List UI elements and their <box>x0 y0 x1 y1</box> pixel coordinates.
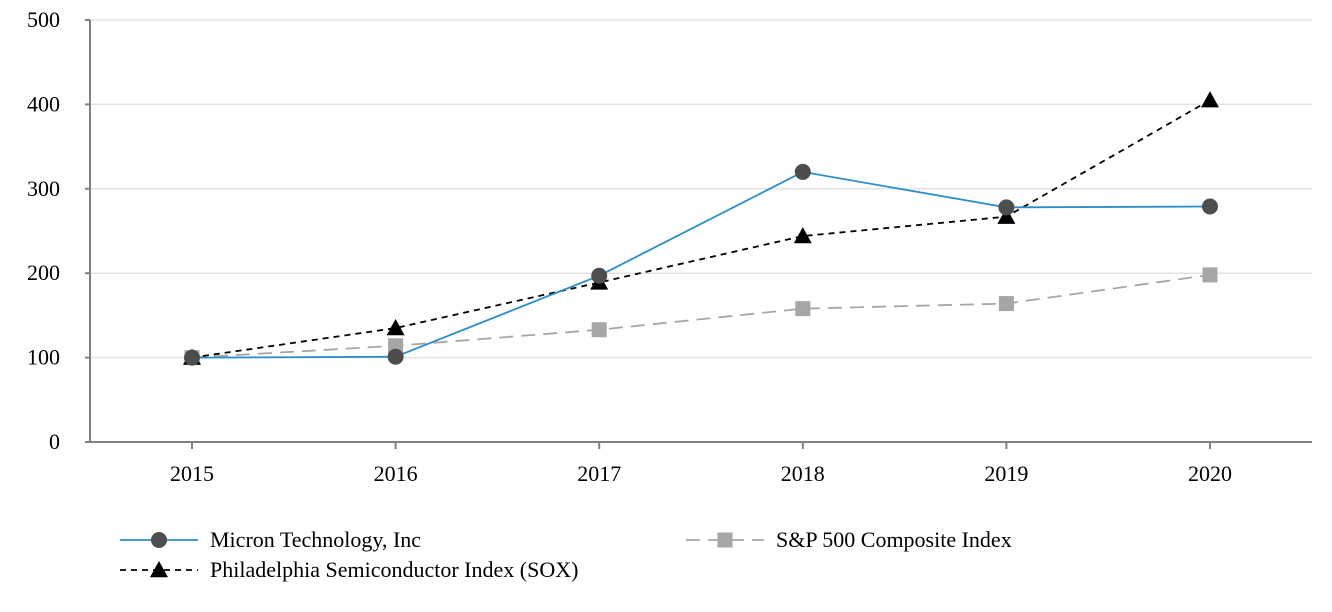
y-tick-label: 400 <box>27 91 60 116</box>
legend-marker-square <box>717 532 733 548</box>
data-point-square <box>388 338 404 354</box>
legend-item: S&P 500 Composite Index <box>686 527 1012 552</box>
legend-item: Micron Technology, Inc <box>120 527 421 552</box>
x-tick-label: 2017 <box>577 461 621 486</box>
axes <box>85 19 1312 449</box>
data-point-square <box>1202 267 1218 283</box>
data-point-circle <box>1202 198 1218 215</box>
series-square-group <box>184 267 1218 366</box>
legend-label: S&P 500 Composite Index <box>776 527 1012 552</box>
data-point-triangle <box>793 227 812 244</box>
x-tick-label: 2018 <box>781 461 825 486</box>
grid-lines <box>90 19 1312 359</box>
data-point-triangle <box>1201 91 1219 108</box>
legend-marker-triangle <box>150 561 168 578</box>
data-point-square <box>795 301 811 317</box>
x-tick-labels: 2015 2016 2017 2018 2019 2020 <box>170 461 1232 486</box>
series-circle-group <box>184 163 1218 366</box>
data-point-circle <box>794 163 811 180</box>
series-triangle-group <box>183 91 1219 365</box>
series-line <box>191 99 1211 359</box>
legend-item: Philadelphia Semiconductor Index (SOX) <box>120 557 578 582</box>
data-point-square <box>998 296 1014 312</box>
x-tick-label: 2016 <box>374 461 418 486</box>
data-point-triangle <box>386 319 405 336</box>
data-point-circle <box>998 199 1015 216</box>
x-tick-label: 2015 <box>170 461 214 486</box>
y-tick-label: 0 <box>49 429 60 454</box>
legend-label: Philadelphia Semiconductor Index (SOX) <box>210 557 578 582</box>
legend-label: Micron Technology, Inc <box>210 527 421 552</box>
data-point-circle <box>184 349 200 366</box>
y-tick-label: 500 <box>27 7 60 32</box>
y-tick-label: 300 <box>27 176 60 201</box>
y-tick-label: 100 <box>27 345 60 370</box>
series-line <box>191 170 1211 359</box>
legend: Micron Technology, Inc S&P 500 Composite … <box>120 527 1012 582</box>
data-point-circle <box>387 348 404 365</box>
y-tick-label: 200 <box>27 260 60 285</box>
series-line <box>191 273 1211 359</box>
x-tick-label: 2019 <box>984 461 1028 486</box>
data-point-square <box>591 322 607 338</box>
data-point-triangle <box>997 207 1016 224</box>
x-tick-label: 2020 <box>1188 461 1232 486</box>
legend-marker-circle <box>151 532 167 548</box>
series <box>183 91 1219 366</box>
y-tick-labels: 0 100 200 300 400 500 <box>27 7 60 454</box>
data-point-circle <box>591 267 608 284</box>
